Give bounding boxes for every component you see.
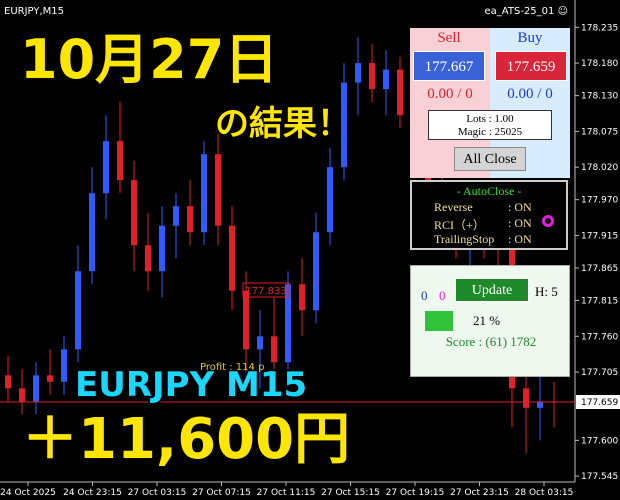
x-tick-label: 28 Oct 03:15 (515, 488, 574, 498)
y-tick-label: 177.600 (581, 436, 618, 446)
x-tick-label: 27 Oct 03:15 (128, 488, 187, 498)
x-tick-label: 24 Oct 2025 (0, 488, 56, 498)
price-box (242, 282, 290, 298)
autoclose-state: : ON (508, 216, 532, 230)
x-tick-label: 27 Oct 07:15 (192, 488, 251, 498)
candle-body (327, 167, 333, 233)
candle-body (383, 69, 389, 90)
magic: Magic : 25025 (457, 126, 523, 138)
x-tick-label: 27 Oct 15:15 (321, 488, 380, 498)
candle-body (369, 63, 375, 90)
candle-body (47, 375, 53, 382)
candle-body (229, 225, 235, 291)
candle-body (215, 154, 221, 226)
price-box-label: 177.833 (245, 286, 286, 297)
ea-name: ea_ATS-25_01 ☺ (485, 6, 568, 17)
y-tick-label: 177.970 (581, 196, 618, 206)
percent: 21 % (473, 313, 501, 328)
overlay-profit: ＋11,600円 (22, 407, 350, 472)
candle-body (145, 245, 151, 272)
y-tick-label: 177.815 (581, 297, 618, 307)
lots: Lots : 1.00 (466, 113, 514, 125)
candle-body (33, 375, 39, 402)
candle-body (271, 336, 277, 363)
autoclose-option: Reverse (434, 200, 473, 214)
autoclose-title: - AutoClose - (456, 184, 522, 198)
y-tick-label: 178.020 (581, 163, 618, 173)
candle-body (299, 284, 305, 311)
candle-body (355, 63, 361, 83)
status-indicator (542, 215, 554, 227)
trade-panel: Sell Buy 177.667 177.659 0.00 / 0 0.00 /… (410, 28, 570, 178)
update-button[interactable]: Update (455, 278, 529, 302)
buy-label: Buy (517, 30, 543, 46)
candle-body (61, 349, 67, 382)
candle-body (397, 69, 403, 116)
autoclose-state: : ON (508, 200, 532, 214)
y-tick-label: 178.075 (581, 127, 618, 137)
lots-box: Lots : 1.00 Magic : 25025 (428, 110, 552, 140)
score-panel: 0 0 Update H: 5 21 % Score : (61) 1782 (410, 265, 570, 377)
sell-button[interactable]: 177.667 (413, 51, 485, 81)
candle-body (5, 375, 11, 389)
y-tick-label: 178.130 (581, 92, 618, 102)
y-tick-label: 178.180 (581, 59, 618, 69)
autoclose-option: RCI（+） (434, 218, 485, 232)
current-price-label: 177.659 (581, 398, 618, 408)
x-tick-label: 27 Oct 11:15 (257, 488, 316, 498)
x-tick-label: 27 Oct 19:15 (386, 488, 445, 498)
candle-body (159, 225, 165, 272)
autoclose-option: TrailingStop (434, 232, 495, 246)
overlay-result: の結果！ (215, 104, 351, 144)
candle-body (19, 388, 25, 402)
candle-body (201, 154, 207, 233)
score: Score : (61) 1782 (445, 334, 537, 349)
candle-body (75, 271, 81, 350)
sell-pl: 0.00 / 0 (427, 86, 473, 102)
candle-body (537, 401, 543, 408)
candle-body (131, 180, 137, 246)
autoclose-state: : ON (508, 232, 532, 246)
y-tick-label: 177.545 (581, 472, 618, 482)
candle-body (341, 82, 347, 168)
sell-label: Sell (437, 30, 461, 46)
autoclose-panel: - AutoClose - Reverse : ON RCI（+） : ON Trail… (410, 180, 568, 250)
overlay-pair: EURJPY M15 (75, 365, 307, 405)
candle-body (103, 141, 109, 194)
y-tick-label: 177.915 (581, 231, 618, 241)
x-tick-label: 27 Oct 23:15 (450, 488, 509, 498)
y-tick-label: 178.235 (581, 23, 618, 33)
buy-pl: 0.00 / 0 (507, 86, 553, 102)
candle-body (117, 141, 123, 181)
current-price-box (576, 394, 620, 409)
candle-body (89, 193, 95, 272)
x-tick-label: 24 Oct 23:15 (63, 488, 122, 498)
y-tick-label: 177.705 (581, 368, 618, 378)
y-tick-label: 177.760 (581, 332, 618, 342)
overlay-date: 10月27日 (20, 28, 278, 91)
symbol: EURJPY,M15 (4, 6, 64, 17)
candle-body (173, 206, 179, 226)
buy-button[interactable]: 177.659 (495, 51, 567, 81)
h-value: H: 5 (535, 284, 558, 299)
candle-body (285, 284, 291, 363)
all-close-button[interactable]: All Close (454, 147, 526, 171)
progress-box (425, 311, 453, 331)
count-b: 0 (439, 288, 446, 303)
candle-body (523, 388, 529, 408)
candle-body (187, 206, 193, 233)
candle-body (243, 290, 249, 350)
candle-body (257, 336, 263, 350)
count-a: 0 (421, 288, 428, 303)
candle-body (313, 232, 319, 311)
y-tick-label: 177.865 (581, 264, 618, 274)
profit-annotation: Profit : 114 p (200, 362, 264, 373)
